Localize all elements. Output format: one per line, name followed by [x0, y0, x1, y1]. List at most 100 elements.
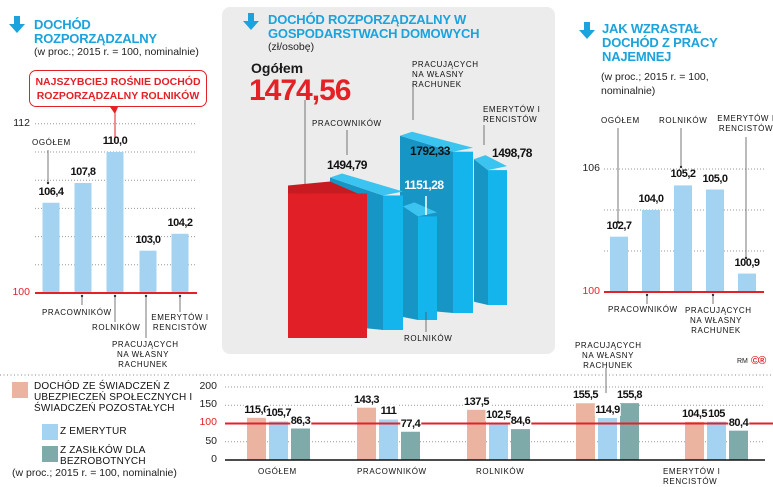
category-label: EMERYTÓW I RENCISTÓW — [483, 105, 541, 124]
value-label: 1494,79 — [327, 158, 367, 172]
bar — [247, 417, 266, 460]
category-label: ROLNIKÓW — [476, 467, 525, 476]
bar — [291, 428, 310, 460]
bar-3d-top — [330, 173, 403, 196]
value-label: 107,8 — [70, 166, 96, 179]
value-label: 105,0 — [702, 172, 728, 185]
value-label: 104,5 — [680, 407, 709, 420]
bar — [171, 233, 189, 293]
bar-3d-top — [400, 131, 473, 152]
bar — [620, 403, 639, 460]
value-label: 105,7 — [264, 407, 293, 420]
legend-swatch-pink — [12, 382, 28, 398]
bar-3d-side — [403, 206, 418, 320]
right-title: JAK WZRASTAŁ DOCHÓD Z PRACY NAJEMNEJ — [602, 21, 718, 64]
category-label: EMERYTÓW I RENCISTÓW — [663, 467, 721, 486]
bar — [379, 419, 398, 460]
y-tick: 150 — [199, 398, 217, 410]
value-label: 80,4 — [727, 416, 750, 429]
leader-dot — [744, 256, 748, 260]
total-label: Ogółem — [251, 60, 304, 76]
arrow-down-icon — [9, 16, 25, 33]
category-label: PRACOWNIKÓW — [357, 467, 427, 476]
value-label: 155,8 — [615, 389, 644, 402]
bar — [489, 422, 508, 460]
leader-dot — [645, 293, 649, 297]
value-label: 1151,28 — [404, 178, 444, 192]
category-label: EMERYTÓW I RENCISTÓW — [151, 313, 209, 332]
value-label: 102,7 — [606, 219, 632, 232]
bar — [139, 250, 157, 293]
total-value: 1474,56 — [249, 74, 351, 107]
value-label: 104,2 — [167, 216, 193, 229]
category-label: PRACUJĄCYCH NA WŁASNY RACHUNEK — [412, 60, 479, 89]
callout-box: NAJSZYBCIEJ ROŚNIE DOCHÓD ROZPORZĄDZALNY… — [29, 70, 207, 107]
bar-3d-front — [488, 170, 507, 305]
leader-dot — [113, 294, 117, 298]
bar — [738, 273, 756, 292]
value-label: 77,4 — [399, 417, 422, 430]
y-tick: 106 — [582, 162, 600, 174]
leader-dot — [46, 181, 50, 185]
bar — [674, 185, 692, 292]
value-label: 86,3 — [289, 414, 312, 427]
legend-label: Z ZASIŁKÓW DLA BEZROBOTNYCH — [60, 445, 146, 467]
legend-swatch-teal — [42, 446, 58, 462]
category-label: PRACUJĄCYCH NA WŁASNY RACHUNEK — [112, 340, 179, 369]
left-title: DOCHÓD ROZPORZĄDZALNY — [34, 17, 157, 46]
bar — [357, 407, 376, 460]
legend-label: Z EMERYTUR — [60, 426, 127, 437]
category-label: ROLNIKÓW — [404, 334, 453, 343]
bar — [610, 236, 628, 292]
leader-dot — [679, 165, 683, 169]
bar — [685, 421, 704, 460]
value-label: 143,3 — [352, 393, 381, 406]
value-label: 105,2 — [670, 168, 696, 181]
copyright-logo: ©® — [751, 355, 766, 367]
value-label: 114,9 — [594, 404, 621, 417]
callout-pointer-tip — [110, 107, 118, 114]
leader-dot — [711, 293, 715, 297]
value-label: 1498,78 — [492, 146, 532, 160]
bar — [42, 202, 60, 293]
value-label: 115,6 — [243, 403, 270, 416]
value-label: 111 — [379, 405, 398, 418]
bar — [706, 189, 724, 292]
category-label: PRACOWNIKÓW — [42, 308, 112, 317]
leader-dot — [80, 294, 84, 298]
value-label: 106,4 — [38, 185, 64, 198]
bar — [642, 210, 660, 292]
bar — [598, 418, 617, 460]
y-tick: 200 — [199, 380, 217, 392]
legend-swatch-blue — [42, 424, 58, 440]
middle-subtitle: (zł/osobę) — [268, 41, 315, 53]
y-tick: 100 — [582, 285, 600, 297]
category-label: ROLNIKÓW — [659, 116, 708, 125]
bar-3d-front — [383, 195, 403, 330]
y-tick: 100 — [199, 416, 217, 428]
bar — [729, 430, 748, 460]
category-label: OGÓŁEM — [32, 138, 71, 147]
author-credit: RM — [737, 358, 748, 365]
bar — [106, 152, 124, 293]
category-label: OGÓŁEM — [258, 467, 297, 476]
y-tick: 100 — [12, 286, 30, 298]
leader-dot — [178, 294, 182, 298]
right-subtitle: (w proc.; 2015 r. = 100, nominalnie) — [601, 71, 709, 97]
bar-3d-front — [453, 151, 473, 313]
bar — [74, 183, 92, 293]
y-tick: 0 — [211, 453, 217, 465]
value-label: 102,5 — [484, 408, 513, 421]
value-label: 104,0 — [638, 193, 664, 205]
value-label: 84,6 — [509, 415, 532, 428]
bar — [401, 431, 420, 460]
bar-3d-front — [288, 193, 367, 338]
category-label: OGÓŁEM — [601, 116, 640, 125]
value-label: 103,0 — [135, 233, 161, 246]
category-label: PRACOWNIKÓW — [312, 119, 382, 128]
bar-3d-top — [474, 155, 507, 171]
bar — [511, 429, 530, 460]
